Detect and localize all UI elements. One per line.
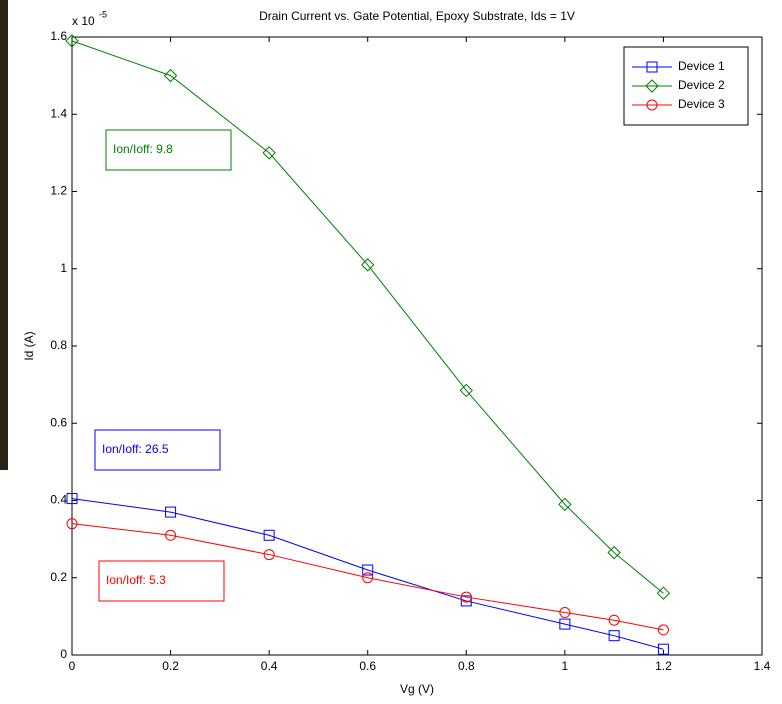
annotation-text: Ion/Ioff: 5.3 — [106, 573, 166, 587]
y-tick-label: 0.2 — [50, 570, 67, 584]
series-line — [71, 523, 664, 631]
background-fragment — [0, 0, 8, 470]
x-tick-label: 1.4 — [754, 659, 771, 673]
chart-title: Drain Current vs. Gate Potential, Epoxy … — [259, 9, 575, 23]
data-point — [559, 607, 571, 619]
annotation-box — [105, 129, 232, 171]
y-tick-label: 1.6 — [50, 29, 67, 43]
series-line — [71, 40, 664, 594]
x-tick-label: 0.6 — [359, 659, 376, 673]
data-point — [362, 564, 374, 576]
y-tick-label: 1.2 — [50, 184, 67, 198]
data-point — [558, 497, 572, 512]
legend-marker — [646, 99, 658, 111]
y-axis-label: Id (A) — [22, 331, 36, 360]
x-tick-label: 0 — [69, 659, 76, 673]
annotation-text: Ion/Ioff: 26.5 — [102, 442, 169, 456]
y-multiplier-exponent: -5 — [99, 9, 107, 19]
y-tick-label: 0.6 — [50, 415, 67, 429]
data-point — [656, 586, 671, 600]
data-point — [165, 506, 177, 518]
data-point — [460, 595, 472, 607]
y-tick-label: 1.4 — [50, 106, 67, 120]
legend-label: Device 1 — [678, 59, 725, 73]
data-point — [657, 643, 669, 655]
data-point — [459, 383, 473, 398]
data-point — [559, 618, 571, 630]
y-tick-label: 0.4 — [50, 493, 67, 507]
x-axis-label: Vg (V) — [400, 682, 434, 696]
data-point — [163, 68, 178, 83]
x-tick-label: 0.8 — [458, 659, 475, 673]
legend-label: Device 3 — [678, 97, 725, 111]
data-point — [608, 614, 620, 626]
data-point — [608, 630, 620, 642]
data-point — [263, 549, 275, 561]
x-tick-label: 1.2 — [655, 659, 672, 673]
data-point — [460, 591, 472, 603]
y-multiplier: x 10 — [72, 14, 95, 28]
series-line — [71, 498, 664, 650]
data-point — [657, 624, 669, 636]
x-tick-label: 1 — [562, 659, 569, 673]
data-point — [66, 518, 78, 530]
data-point — [263, 529, 275, 541]
data-point — [65, 34, 79, 48]
x-tick-label: 0.4 — [261, 659, 278, 673]
legend-label: Device 2 — [678, 78, 725, 92]
y-tick-label: 0 — [60, 647, 67, 661]
data-point — [362, 572, 374, 584]
legend-marker — [645, 79, 659, 93]
y-tick-label: 1 — [60, 261, 67, 275]
x-tick-label: 0.2 — [162, 659, 179, 673]
data-point — [607, 545, 621, 560]
data-point — [262, 146, 276, 160]
annotation-box — [94, 429, 221, 471]
annotation-text: Ion/Ioff: 9.8 — [113, 142, 173, 156]
data-point — [165, 529, 177, 541]
y-tick-label: 0.8 — [50, 338, 67, 352]
data-point — [66, 493, 78, 505]
data-point — [361, 258, 375, 272]
legend-marker — [646, 61, 658, 73]
annotation-box — [98, 560, 225, 602]
